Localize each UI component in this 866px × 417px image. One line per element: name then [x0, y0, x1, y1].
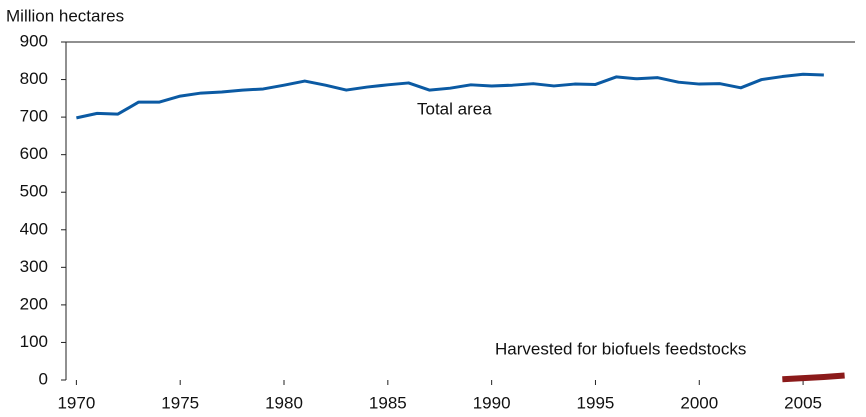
y-tick-label: 700	[20, 107, 48, 126]
x-tick-label: 1995	[577, 393, 615, 412]
y-tick-label: 300	[20, 257, 48, 276]
y-tick-label: 200	[20, 294, 48, 313]
y-tick-label: 0	[39, 369, 48, 388]
y-tick-label: 900	[20, 31, 48, 50]
series-line	[76, 72, 824, 120]
series-line	[782, 372, 845, 383]
x-tick-label: 2000	[680, 393, 718, 412]
x-tick-label: 2005	[784, 393, 822, 412]
x-tick-label: 1970	[57, 393, 95, 412]
x-tick-label: 1975	[161, 393, 199, 412]
y-tick-label: 100	[20, 332, 48, 351]
y-tick-label: 800	[20, 69, 48, 88]
y-tick-label: 600	[20, 144, 48, 163]
y-tick-label: 500	[20, 182, 48, 201]
y-axis-label: Million hectares	[6, 6, 124, 25]
annotation: Harvested for biofuels feedstocks	[495, 339, 746, 358]
x-tick-label: 1985	[369, 393, 407, 412]
x-tick-label: 1990	[473, 393, 511, 412]
x-tick-label: 1980	[265, 393, 303, 412]
y-tick-label: 400	[20, 219, 48, 238]
annotation: Total area	[417, 99, 492, 118]
